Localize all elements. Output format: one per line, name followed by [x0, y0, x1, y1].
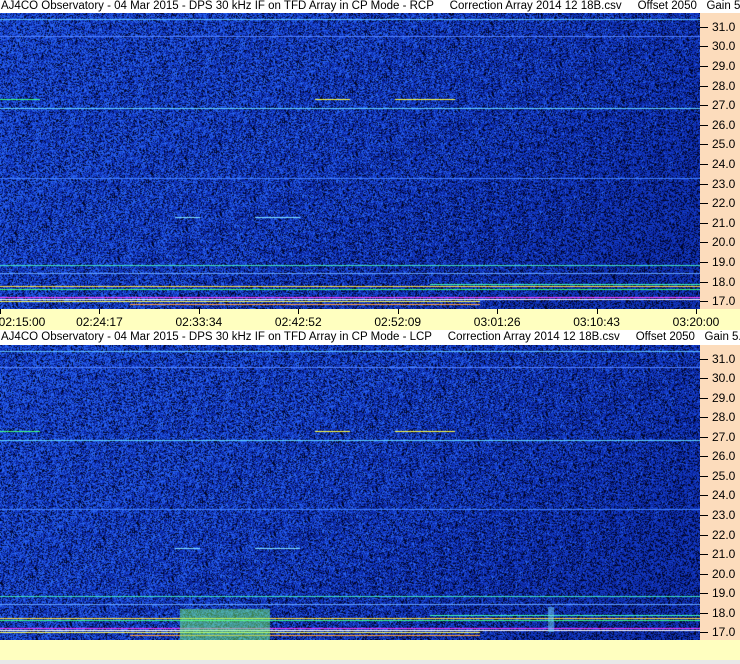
spectrogram-lcp — [0, 345, 700, 640]
y-tick-label: 30.0 — [712, 39, 736, 54]
y-tick — [700, 301, 708, 303]
offset-text: Offset 2050 — [635, 331, 695, 343]
correction-text: Correction Array 2014 12 18B.csv — [449, 0, 622, 12]
bottom-border — [0, 660, 740, 664]
y-tick-label: 22.0 — [712, 527, 736, 542]
panel-title-rcp: AJ4CO Observatory - 04 Mar 2015 - DPS 30… — [0, 0, 740, 14]
y-tick-label: 23.0 — [712, 176, 736, 191]
y-tick-label: 18.0 — [712, 274, 736, 289]
y-tick — [700, 456, 708, 458]
y-tick-label: 31.0 — [712, 351, 736, 366]
y-tick-label: 22.0 — [712, 196, 736, 211]
y-tick-label: 23.0 — [712, 507, 736, 522]
gain-text: Gain 5.0 — [704, 331, 740, 343]
y-tick-label: 25.0 — [712, 468, 736, 483]
y-tick — [700, 534, 708, 536]
y-tick — [700, 632, 708, 634]
y-tick — [700, 573, 708, 575]
x-tick-label: 02:33:34 — [175, 315, 223, 329]
y-tick-label: 17.0 — [712, 294, 736, 309]
x-tick-label: 02:24:17 — [76, 315, 123, 329]
time-axis: 02:15:00 02:24:17 02:33:34 02:42:52 02:52:09… — [0, 309, 740, 330]
x-tick-label: 03:01:26 — [473, 315, 521, 329]
y-tick-label: 18.0 — [712, 605, 736, 620]
y-tick-label: 25.0 — [712, 137, 736, 152]
y-tick — [700, 261, 708, 263]
offset-text: Offset 2050 — [637, 0, 697, 12]
y-tick-label: 26.0 — [712, 449, 736, 464]
y-tick — [700, 495, 708, 497]
y-tick — [700, 475, 708, 477]
gain-text: Gain 5.0 — [706, 0, 740, 12]
y-tick-label: 20.0 — [712, 235, 736, 250]
y-tick-label: 20.0 — [712, 566, 736, 581]
y-tick — [700, 163, 708, 165]
frequency-axis-lcp: 31.0 30.0 29.0 28.0 27.0 26.0 25.0 24.0 23.0 22.0… — [700, 345, 740, 640]
y-tick — [700, 358, 708, 360]
y-tick-label: 27.0 — [712, 98, 736, 113]
y-tick — [700, 612, 708, 614]
y-tick-label: 24.0 — [712, 488, 736, 503]
y-tick-label: 19.0 — [712, 254, 736, 269]
y-tick-label: 21.0 — [712, 215, 736, 230]
title-text: AJ4CO Observatory - 04 Mar 2015 - DPS 30… — [1, 0, 434, 12]
x-tick — [99, 309, 101, 314]
y-tick — [700, 85, 708, 87]
y-tick-label: 28.0 — [712, 410, 736, 425]
y-tick — [700, 105, 708, 107]
y-tick — [700, 222, 708, 224]
x-tick — [696, 309, 697, 314]
x-tick — [397, 309, 399, 314]
y-tick-label: 17.0 — [712, 625, 736, 640]
y-tick-label: 29.0 — [712, 58, 736, 73]
y-tick-label: 26.0 — [712, 117, 736, 132]
y-tick — [700, 46, 708, 48]
y-tick-label: 29.0 — [712, 390, 736, 405]
y-tick — [700, 378, 708, 380]
y-tick — [700, 203, 708, 205]
x-tick-label: 03:20:00 — [672, 315, 720, 329]
y-tick — [700, 593, 708, 595]
y-tick-label: 27.0 — [712, 429, 736, 444]
y-tick — [700, 242, 708, 244]
x-tick-label: 02:52:09 — [374, 315, 422, 329]
y-tick-label: 24.0 — [712, 156, 736, 171]
y-tick — [700, 397, 708, 399]
y-tick-label: 28.0 — [712, 78, 736, 93]
x-tick-label: 03:10:43 — [573, 315, 620, 329]
y-tick-label: 19.0 — [712, 586, 736, 601]
spectrogram-rcp — [0, 13, 700, 309]
y-tick — [700, 436, 708, 438]
x-tick-label: 02:15:00 — [0, 315, 46, 329]
y-tick-label: 31.0 — [712, 19, 736, 34]
y-tick — [700, 514, 708, 516]
y-tick — [700, 124, 708, 126]
x-tick — [497, 309, 499, 314]
x-tick — [0, 309, 1, 314]
y-tick — [700, 65, 708, 67]
x-tick — [596, 309, 598, 314]
y-tick — [700, 144, 708, 146]
correction-text: Correction Array 2014 12 18B.csv — [447, 331, 620, 343]
time-axis-blank — [0, 640, 740, 660]
panel-title-lcp: AJ4CO Observatory - 04 Mar 2015 - DPS 30… — [0, 331, 740, 345]
x-tick — [198, 309, 200, 314]
title-text: AJ4CO Observatory - 04 Mar 2015 - DPS 30… — [1, 331, 432, 343]
y-tick — [700, 26, 708, 28]
x-tick-label: 02:42:52 — [274, 315, 322, 329]
x-tick — [298, 309, 300, 314]
y-tick-label: 21.0 — [712, 547, 736, 562]
y-tick — [700, 281, 708, 283]
y-tick — [700, 183, 708, 185]
frequency-axis-rcp: 31.0 30.0 29.0 28.0 27.0 26.0 25.0 24.0 23.0 22.0… — [700, 13, 740, 309]
y-tick — [700, 417, 708, 419]
y-tick — [700, 554, 708, 556]
y-tick-label: 30.0 — [712, 371, 736, 386]
